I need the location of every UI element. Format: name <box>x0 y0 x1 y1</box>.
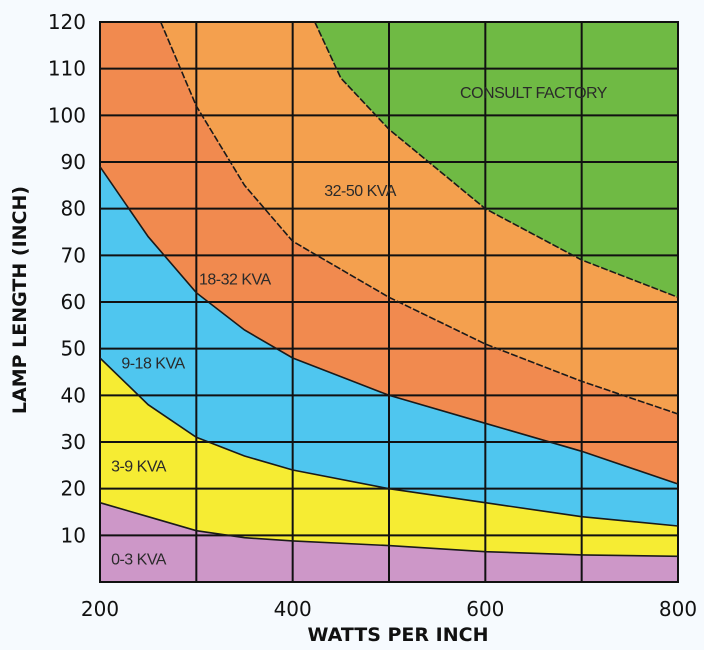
boundary-3-9-kva-upper-limit <box>99 357 679 527</box>
boundary-layer <box>99 21 679 558</box>
boundary-9-18-kva-upper-limit <box>99 166 679 485</box>
boundary-32-50-kva-upper-limit <box>314 21 679 299</box>
y-tick-50: 50 <box>61 337 86 361</box>
region-label-3-9-kva: 3-9 KVA <box>111 458 167 475</box>
x-tick-400: 400 <box>274 597 312 621</box>
region-label-18-32-kva: 18-32 KVA <box>199 272 272 289</box>
region-label-32-50-kva: 32-50 KVA <box>324 183 397 200</box>
x-tick-800: 800 <box>659 597 697 621</box>
region-label-9-18-kva: 9-18 KVA <box>121 356 185 373</box>
boundary-18-32-kva-upper-limit <box>159 21 679 415</box>
x-tick-600: 600 <box>466 597 504 621</box>
boundary-0-3-kva-upper-limit <box>99 501 679 558</box>
y-axis-title: LAMP LENGTH (INCH) <box>9 186 31 414</box>
region-label-consult-factory: CONSULT FACTORY <box>460 85 608 102</box>
plot-frame <box>99 21 679 583</box>
y-tick-90: 90 <box>61 150 86 174</box>
region-label-0-3-kva: 0-3 KVA <box>111 552 167 569</box>
region-labels-layer: 0-3 KVA 3-9 KVA 9-18 KVA 18-32 KVA 32-50 KVA… <box>111 85 608 569</box>
y-tick-20: 20 <box>61 477 86 501</box>
y-tick-120: 120 <box>48 10 86 34</box>
y-tick-70: 70 <box>61 243 86 267</box>
y-tick-80: 80 <box>61 197 86 221</box>
x-tick-200: 200 <box>81 597 119 621</box>
y-tick-100: 100 <box>48 103 86 127</box>
region-0-3-kva <box>100 502 678 582</box>
ticks-layer: 200 400 600 800 10 20 30 40 50 60 70 80 90 100 110 120 <box>48 10 697 621</box>
y-tick-60: 60 <box>61 290 86 314</box>
y-tick-10: 10 <box>61 523 86 547</box>
region-3-9-kva <box>100 358 678 582</box>
y-tick-30: 30 <box>61 430 86 454</box>
x-axis-title: WATTS PER INCH <box>308 624 489 646</box>
y-tick-110: 110 <box>48 57 86 81</box>
y-tick-40: 40 <box>61 383 86 407</box>
